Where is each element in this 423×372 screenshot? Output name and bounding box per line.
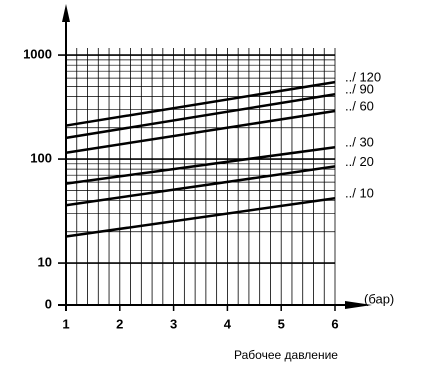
caption: Рабочее давление: [234, 348, 338, 362]
data-line: [65, 197, 336, 238]
series-label: ../ 20: [345, 154, 374, 169]
series-label: ../ 30: [345, 135, 374, 150]
x-tick-label: 3: [170, 316, 177, 331]
y-origin-label: 0: [45, 296, 52, 311]
x-axis-label: (бар): [364, 291, 394, 306]
y-tick-label: 10: [38, 254, 52, 269]
data-line: [65, 93, 336, 140]
x-tick-label: 4: [224, 316, 232, 331]
data-line: [65, 145, 336, 185]
y-axis-arrow: [62, 4, 70, 22]
y-tick-label: 1000: [23, 47, 52, 62]
data-line: [65, 165, 336, 207]
y-tick-label: 100: [30, 151, 52, 166]
data-line: [65, 80, 336, 127]
series-label: ../ 90: [345, 82, 374, 97]
x-tick-label: 5: [278, 316, 285, 331]
x-axis-arrow: [345, 301, 372, 309]
x-tick-label: 2: [116, 316, 123, 331]
series-label: ../ 60: [345, 98, 374, 113]
data-line: [65, 109, 336, 154]
x-tick-label: 1: [62, 316, 69, 331]
series-label: ../ 120: [345, 70, 381, 85]
x-tick-label: 6: [331, 316, 338, 331]
series-label: ../ 10: [345, 186, 374, 201]
